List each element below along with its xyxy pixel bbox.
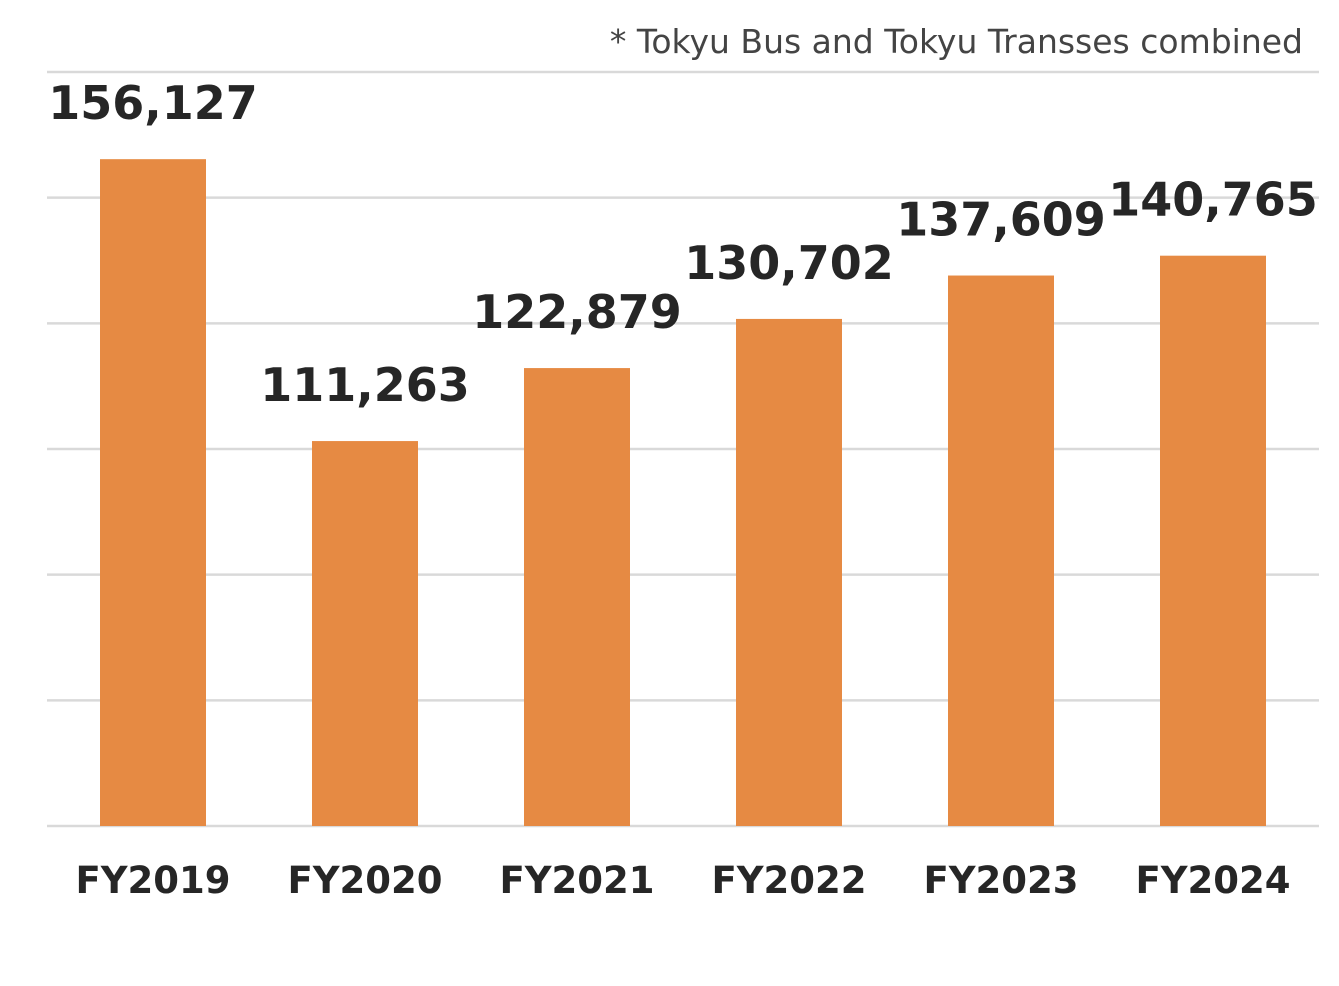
data-label: 156,127 bbox=[48, 76, 258, 130]
chart-annotation: * Tokyu Bus and Tokyu Transses combined bbox=[610, 22, 1303, 61]
bar-fy2022 bbox=[736, 318, 842, 826]
data-label: 122,879 bbox=[472, 285, 682, 339]
data-label: 130,702 bbox=[684, 236, 894, 290]
x-tick-label: FY2019 bbox=[75, 859, 230, 902]
data-label: 111,263 bbox=[260, 358, 470, 412]
bar-fy2023 bbox=[948, 275, 1054, 826]
x-tick-label: FY2021 bbox=[499, 859, 654, 902]
data-label: 140,765 bbox=[1108, 173, 1318, 227]
x-tick-label: FY2020 bbox=[287, 859, 442, 902]
x-tick-label: FY2022 bbox=[711, 859, 866, 902]
bar-fy2019 bbox=[100, 159, 206, 826]
bars bbox=[100, 159, 1266, 827]
gridlines bbox=[47, 70, 1319, 828]
bar-fy2020 bbox=[312, 441, 418, 826]
x-tick-label: FY2023 bbox=[923, 859, 1078, 902]
x-tick-label: FY2024 bbox=[1135, 859, 1290, 902]
bar-fy2024 bbox=[1160, 255, 1266, 827]
data-label: 137,609 bbox=[896, 193, 1106, 247]
x-tick-labels: FY2019 FY2020 FY2021 FY2022 FY2023 FY2024 bbox=[75, 859, 1290, 902]
bar-fy2021 bbox=[524, 368, 630, 826]
